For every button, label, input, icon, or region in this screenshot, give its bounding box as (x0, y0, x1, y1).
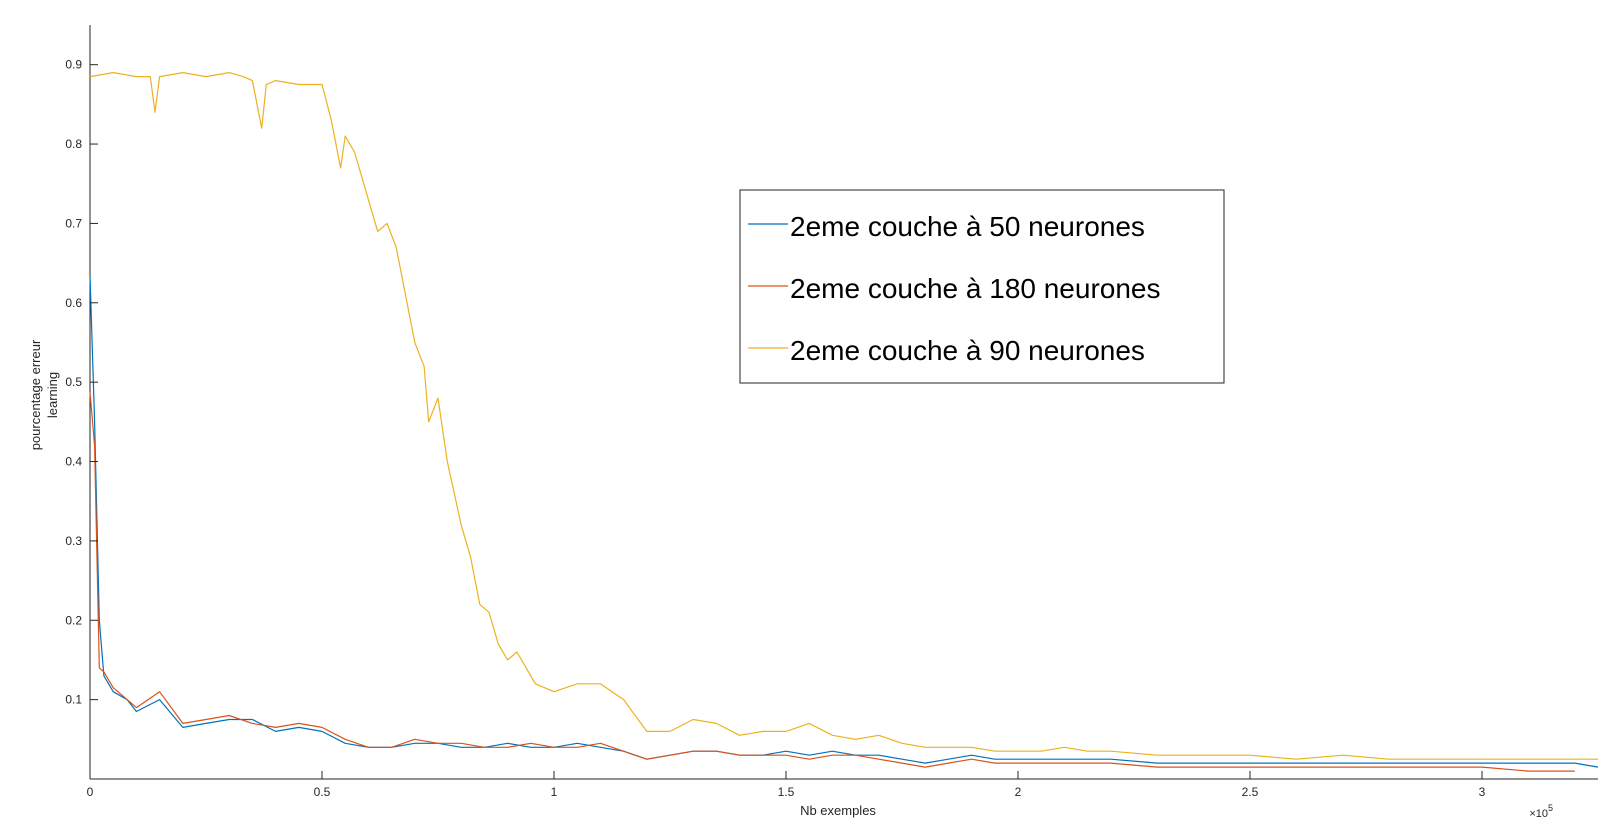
x-tick-label: 1 (551, 785, 558, 799)
y-axis-label: pourcentage erreur learning (28, 339, 60, 450)
legend-entries: 2eme couche à 50 neurones 2eme couche à 1… (748, 211, 1161, 366)
legend-box (739, 189, 1225, 384)
y-tick-label: 0.4 (65, 455, 82, 469)
x-tick-label: 1.5 (778, 785, 795, 799)
x-axis-multiplier-base: ×10 (1529, 808, 1548, 820)
x-axis-multiplier-exponent: 5 (1548, 803, 1553, 813)
y-tick-label: 0.9 (65, 58, 82, 72)
y-tick-label: 0.2 (65, 613, 82, 627)
x-tick-label: 0.5 (314, 785, 331, 799)
y-tick-label: 0.8 (65, 137, 82, 151)
legend-label-1: 2eme couche à 50 neurones (790, 211, 1145, 242)
plot-axes (89, 25, 1598, 780)
x-axis-ticks: 0 0.5 1 1.5 2 2.5 3 (87, 771, 1486, 799)
y-axis-label-line-2: learning (45, 372, 60, 418)
y-tick-label: 0.6 (65, 296, 82, 310)
y-tick-label: 0.1 (65, 693, 82, 707)
x-tick-label: 0 (87, 785, 94, 799)
series-layer (89, 72, 1599, 772)
x-tick-label: 2.5 (1242, 785, 1259, 799)
y-tick-label: 0.3 (65, 534, 82, 548)
legend-label-2: 2eme couche à 180 neurones (790, 273, 1161, 304)
y-tick-label: 0.5 (65, 375, 82, 389)
series-line-2 (89, 392, 1575, 772)
legend: 2eme couche à 50 neurones 2eme couche à 1… (739, 189, 1225, 384)
x-tick-label: 2 (1015, 785, 1022, 799)
y-axis-label-line-1: pourcentage erreur (28, 339, 43, 450)
x-axis-multiplier: ×105 (1529, 803, 1553, 820)
y-tick-label: 0.7 (65, 216, 82, 230)
x-tick-label: 3 (1479, 785, 1486, 799)
x-axis-label: Nb exemples (800, 803, 876, 818)
series-line-3 (89, 72, 1598, 760)
y-axis-ticks: 0.1 0.2 0.3 0.4 0.5 0.6 0.7 0.8 0.9 (65, 58, 98, 707)
legend-label-3: 2eme couche à 90 neurones (790, 335, 1145, 366)
